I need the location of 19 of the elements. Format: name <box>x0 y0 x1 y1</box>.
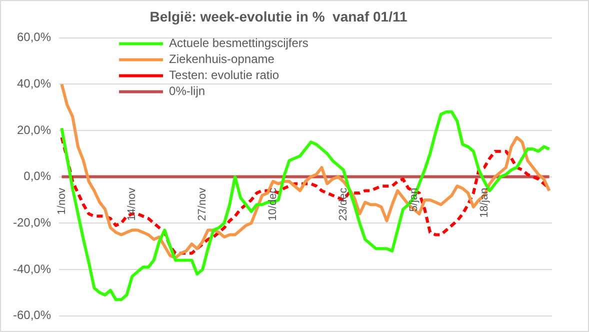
x-tick-label: 18/jan <box>478 188 490 218</box>
x-tick-label: 14/nov <box>126 187 138 221</box>
legend-label: 0%-lijn <box>169 84 206 98</box>
x-tick-label: 10/dec <box>267 187 280 221</box>
x-tick-label: 27/nov <box>196 187 209 221</box>
y-tick-label: 20,0% <box>16 122 52 137</box>
x-tick-label: 1/nov <box>56 187 68 215</box>
legend-label: Testen: evolutie ratio <box>169 68 280 82</box>
legend-label: Actuele besmettingscijfers <box>169 36 308 50</box>
y-tick-label: 0,0% <box>24 169 52 184</box>
legend-label: Ziekenhuis-opname <box>169 52 275 66</box>
y-tick-label: -20,0% <box>12 215 52 230</box>
chart-title: België: week-evolutie in % vanaf 01/11 <box>150 8 408 24</box>
y-tick-label: 60,0% <box>16 30 52 44</box>
y-tick-label: 40,0% <box>16 76 52 90</box>
y-tick-label: -60,0% <box>12 308 52 322</box>
y-tick-label: -40,0% <box>12 262 52 276</box>
x-tick-label: 23/dec <box>337 187 350 221</box>
x-tick-label: 5/jan <box>408 188 420 212</box>
